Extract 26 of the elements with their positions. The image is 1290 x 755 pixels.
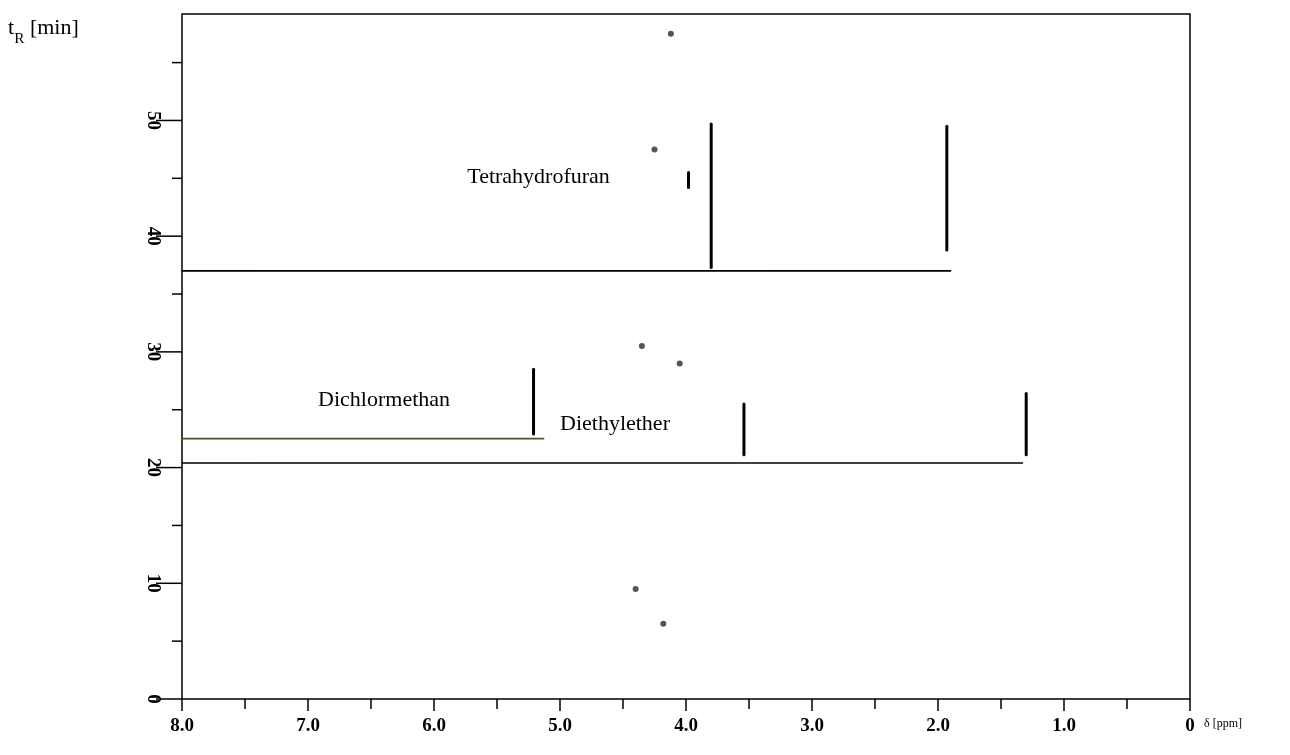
point bbox=[676, 360, 683, 367]
annotation: Diethylether bbox=[560, 410, 671, 436]
x-tick-label: 4.0 bbox=[674, 714, 698, 735]
x-tick-label: 7.0 bbox=[296, 714, 320, 735]
x-tick-label: 6.0 bbox=[422, 714, 446, 735]
y-axis-title: t$_{R}$ [min] bbox=[8, 14, 79, 46]
x-tick-label: 2.0 bbox=[926, 714, 950, 735]
y-tick-label: 0 bbox=[144, 694, 165, 704]
y-tick-label: 20 bbox=[144, 458, 165, 478]
x-tick-label: 8.0 bbox=[170, 714, 194, 735]
y-tick-label: 40 bbox=[144, 226, 165, 246]
y-tick-label: 50 bbox=[144, 110, 165, 130]
x-tick-label: 0 bbox=[1185, 714, 1195, 735]
x-tick-label: 1.0 bbox=[1052, 714, 1076, 735]
annotation: Dichlormethan bbox=[318, 386, 451, 412]
point bbox=[651, 146, 658, 153]
x-axis-title: δ [ppm] bbox=[1204, 716, 1242, 730]
point bbox=[667, 30, 674, 37]
point bbox=[638, 343, 645, 350]
y-tick-label: 10 bbox=[144, 573, 165, 593]
x-tick-label: 3.0 bbox=[800, 714, 824, 735]
point bbox=[632, 586, 639, 593]
y-tick-label: 30 bbox=[144, 342, 165, 362]
annotation: Tetrahydrofuran bbox=[467, 163, 610, 189]
point bbox=[660, 620, 667, 627]
x-tick-label: 5.0 bbox=[548, 714, 572, 735]
